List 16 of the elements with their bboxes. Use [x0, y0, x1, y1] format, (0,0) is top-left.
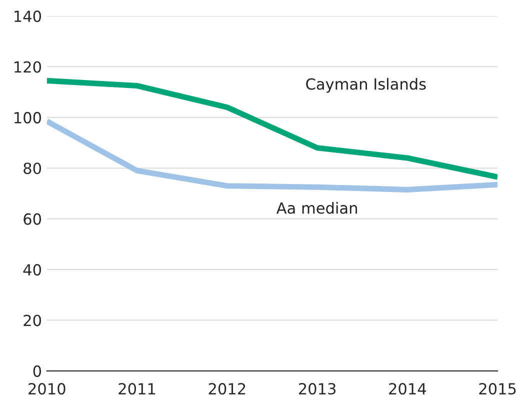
x-tick-label: 2014	[389, 383, 426, 395]
x-tick-label: 2010	[28, 383, 66, 395]
x-tick-label: 2015	[479, 383, 516, 395]
x-tick-label: 2013	[298, 383, 336, 395]
y-tick-label: 80	[24, 162, 42, 174]
y-tick-label: 40	[23, 264, 42, 276]
y-tick-label: 120	[14, 61, 42, 73]
y-tick-label: 0	[33, 365, 42, 377]
y-tick-label: 60	[24, 213, 42, 225]
x-tick-label: 2011	[118, 383, 156, 395]
series-label: Aa median	[276, 202, 357, 214]
y-tick-label: 20	[24, 314, 42, 326]
x-tick-label: 2012	[208, 383, 246, 395]
y-tick-label: 140	[14, 10, 42, 22]
y-tick-label: 100	[14, 112, 42, 124]
text: Cayman Islands	[306, 78, 426, 93]
